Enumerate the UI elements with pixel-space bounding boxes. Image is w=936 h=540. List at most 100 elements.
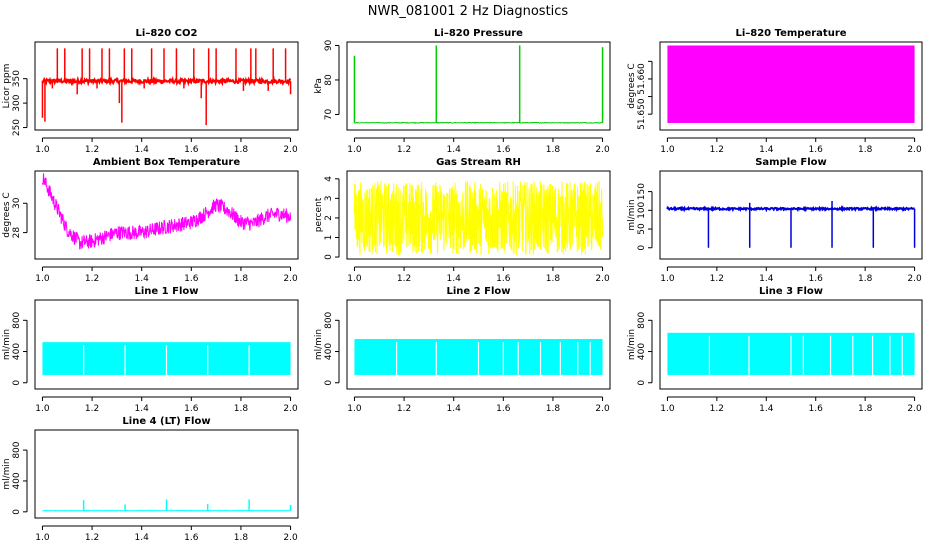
- y-axis-label: ml/min: [627, 199, 637, 230]
- panel-title: Li–820 CO2: [136, 28, 198, 39]
- y-tick-label: 4: [324, 176, 334, 182]
- x-tick-label: 2.0: [907, 274, 922, 284]
- y-axis-label: ml/min: [2, 329, 12, 360]
- panel-rh: Gas Stream RH 1.0 1.2 1.4 1.6 1.8 2.0 0 1 2 3 4 perc…: [314, 157, 611, 284]
- panel-title: Line 4 (LT) Flow: [122, 416, 210, 427]
- x-tick-label: 1.0: [35, 533, 50, 540]
- plot-frame: [34, 170, 299, 260]
- x-tick-label: 1.8: [858, 145, 873, 155]
- x-tick-label: 1.4: [759, 145, 774, 155]
- x-tick-label: 1.4: [135, 404, 150, 414]
- x-tick-label: 1.6: [496, 274, 511, 284]
- y-tick-label: 350: [12, 70, 22, 87]
- figure-title: NWR_081001 2 Hz Diagnostics: [368, 4, 569, 19]
- series-line2: [354, 339, 603, 375]
- x-tick-label: 1.8: [234, 404, 249, 414]
- y-tick-label: 1: [324, 235, 334, 241]
- series-pressure: [353, 45, 604, 124]
- x-tick-label: 1.2: [710, 404, 724, 414]
- y-tick-label: 250: [12, 119, 22, 136]
- y-tick-label: 51.650: [637, 98, 647, 130]
- y-tick-label: 80: [324, 74, 334, 86]
- x-tick-label: 2.0: [595, 145, 610, 155]
- y-axis-label: degrees C: [2, 192, 12, 237]
- y-tick-label: 800: [637, 311, 647, 328]
- x-tick-label: 1.4: [135, 533, 150, 540]
- y-tick-label: 800: [12, 311, 22, 328]
- y-tick-label: 300: [12, 94, 22, 111]
- x-tick-label: 1.2: [710, 274, 724, 284]
- plot-frame: [346, 41, 611, 131]
- panel-pressure: Li–820 Pressure 1.0 1.2 1.4 1.6 1.8 2.0 70 80 90 k…: [314, 28, 611, 155]
- x-tick-label: 1.4: [447, 274, 462, 284]
- y-tick-label: 400: [637, 343, 647, 360]
- x-tick-label: 1.4: [135, 274, 150, 284]
- x-tick-label: 1.2: [85, 145, 99, 155]
- panel-title: Line 3 Flow: [759, 286, 823, 297]
- y-tick-label: 400: [324, 343, 334, 360]
- panel-sample: Sample Flow 1.0 1.2 1.4 1.6 1.8 2.0 0 50 100150ml…: [627, 157, 923, 284]
- panel-line1: Line 1 Flow 1.0 1.2 1.4 1.6 1.8 2.0 0 400 800ml/m…: [2, 286, 299, 414]
- y-tick-label: 51.660: [637, 63, 647, 95]
- x-tick-label: 1.0: [35, 145, 50, 155]
- x-tick-label: 1.0: [35, 404, 50, 414]
- baseline-line: [41, 75, 292, 87]
- y-axis-label: kPa: [314, 78, 324, 94]
- y-tick-label: 150: [637, 183, 647, 200]
- x-tick-label: 1.0: [660, 274, 675, 284]
- x-tick-label: 1.4: [447, 145, 462, 155]
- panel-line2: Line 2 Flow 1.0 1.2 1.4 1.6 1.8 2.0 0 400 800ml/m…: [314, 286, 611, 414]
- y-tick-label: 30: [12, 197, 22, 209]
- x-tick-label: 2.0: [283, 145, 298, 155]
- plot-frame: [659, 41, 923, 131]
- x-tick-label: 1.6: [184, 404, 199, 414]
- x-tick-label: 1.4: [759, 274, 774, 284]
- series-line1: [42, 342, 291, 375]
- y-axis-label: ml/min: [627, 329, 637, 360]
- x-tick-label: 1.4: [759, 404, 774, 414]
- x-tick-label: 2.0: [283, 533, 298, 540]
- panel-title: Line 1 Flow: [135, 286, 199, 297]
- x-tick-label: 2.0: [907, 404, 922, 414]
- y-tick-label: 0: [637, 245, 647, 251]
- x-tick-label: 1.2: [710, 145, 724, 155]
- x-tick-label: 2.0: [907, 145, 922, 155]
- plot-frame: [34, 41, 299, 131]
- x-tick-label: 1.8: [858, 274, 873, 284]
- x-tick-label: 1.2: [397, 404, 411, 414]
- x-tick-label: 1.8: [234, 533, 249, 540]
- x-tick-label: 1.8: [546, 274, 561, 284]
- x-tick-label: 1.8: [234, 274, 249, 284]
- y-tick-label: 0: [12, 509, 22, 515]
- y-tick-label: 100: [637, 201, 647, 218]
- x-tick-label: 1.2: [85, 404, 99, 414]
- y-tick-label: 0: [324, 380, 334, 386]
- x-tick-label: 2.0: [283, 274, 298, 284]
- x-tick-label: 1.2: [397, 145, 411, 155]
- x-tick-label: 1.0: [347, 145, 362, 155]
- y-axis-label: Licor ppm: [2, 64, 12, 109]
- panel-line4: Line 4 (LT) Flow 1.0 1.2 1.4 1.6 1.8 2.0 0 400 80…: [2, 416, 299, 540]
- series-ambient: [41, 173, 292, 250]
- series-sample: [666, 200, 916, 248]
- x-tick-label: 1.0: [660, 145, 675, 155]
- temperature-fill: [667, 45, 915, 123]
- y-axis-label: ml/min: [2, 458, 12, 489]
- x-tick-label: 2.0: [595, 404, 610, 414]
- plot-frame: [34, 299, 299, 390]
- y-axis-label: ml/min: [314, 329, 324, 360]
- x-tick-label: 1.6: [809, 404, 824, 414]
- panel-title: Gas Stream RH: [436, 157, 521, 168]
- y-tick-label: 0: [637, 380, 647, 386]
- panel-temperature: Li–820 Temperature 1.0 1.2 1.4 1.6 1.8 2.0 51.6…: [627, 28, 923, 155]
- series-temperature: [667, 45, 915, 123]
- x-tick-label: 1.6: [184, 274, 199, 284]
- y-tick-label: 0: [324, 254, 334, 260]
- x-tick-label: 1.0: [347, 404, 362, 414]
- y-tick-label: 50: [637, 223, 647, 235]
- x-tick-label: 1.2: [85, 274, 99, 284]
- y-tick-label: 90: [324, 39, 334, 51]
- plot-frame: [346, 170, 611, 260]
- x-tick-label: 1.4: [135, 145, 150, 155]
